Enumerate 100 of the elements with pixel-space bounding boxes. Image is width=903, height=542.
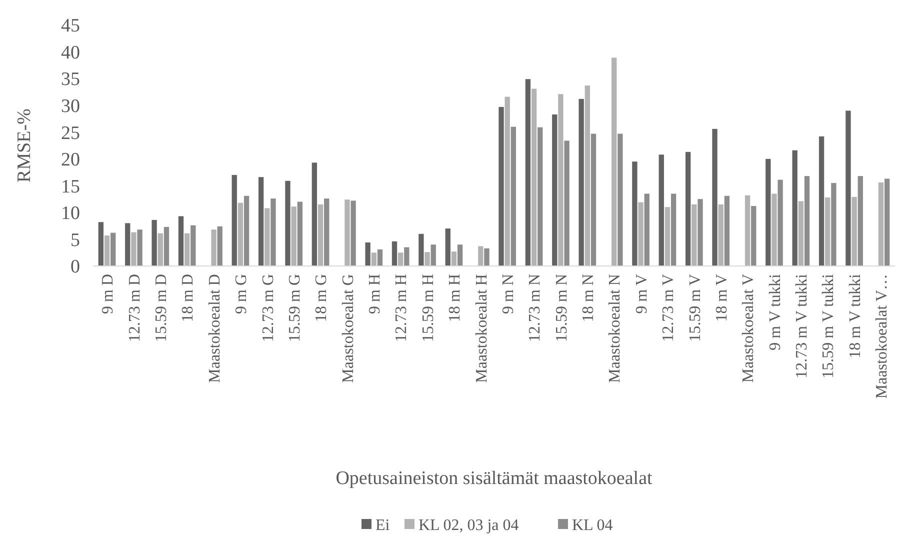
bar (852, 196, 857, 266)
bar (164, 226, 170, 266)
x-axis-title: Opetusaineiston sisältämät maastokoealat (336, 468, 654, 489)
y-tick-label: 5 (70, 230, 80, 251)
x-tick-label: 15.59 m H (420, 274, 437, 342)
bar (531, 88, 537, 266)
bar (398, 252, 404, 266)
x-tick-label: 12.73 m G (260, 274, 277, 342)
bar (457, 244, 463, 266)
bar (344, 200, 350, 266)
bar (404, 247, 410, 266)
x-tick-label: 9 m H (366, 274, 384, 314)
y-tick-label: 0 (70, 256, 80, 278)
x-tick-label: 9 m V tukki (766, 273, 784, 350)
y-tick-label: 35 (61, 69, 80, 90)
bar (392, 241, 398, 266)
bar (825, 197, 830, 266)
x-tick-label: 9 m D (100, 274, 117, 314)
x-tick-label: 9 m N (500, 274, 517, 314)
bar (158, 233, 163, 266)
bar (264, 208, 270, 266)
bar (297, 202, 303, 266)
bar (818, 136, 824, 266)
bar (612, 58, 617, 266)
bar (418, 234, 424, 266)
bar (430, 244, 436, 266)
bar (718, 204, 724, 266)
y-tick-label: 20 (61, 150, 80, 171)
x-tick-label: 15.59 m G (286, 274, 304, 342)
bar (798, 201, 804, 266)
bar (217, 226, 222, 266)
bar (377, 249, 383, 266)
x-tick-label: 12.73 m V (660, 274, 678, 342)
bar (692, 204, 697, 266)
bar (291, 206, 296, 266)
bar (584, 86, 590, 266)
x-tick-label: 12.73 m H (393, 274, 410, 342)
bar (184, 233, 190, 266)
x-tick-label: Maastokoealat V… (874, 274, 891, 399)
bar (744, 195, 750, 266)
bar (638, 202, 644, 266)
x-tick-label: 18 m N (580, 274, 598, 322)
bar (445, 228, 450, 266)
legend-label: KL 04 (572, 517, 613, 534)
bar (478, 246, 484, 266)
bar (350, 200, 356, 266)
bar (484, 248, 490, 266)
bar (644, 194, 650, 266)
bar (525, 79, 531, 266)
bar (804, 176, 810, 266)
bar (110, 232, 116, 266)
x-tick-label: 18 m H (446, 274, 464, 322)
bar (498, 106, 504, 266)
bar (137, 230, 142, 266)
bar (724, 196, 730, 266)
bar (244, 196, 250, 266)
bar (552, 114, 558, 266)
bar (664, 207, 670, 266)
bar (152, 220, 157, 266)
bar (131, 232, 136, 266)
bar (632, 162, 638, 266)
bar (312, 162, 318, 266)
bar (211, 230, 216, 266)
y-tick-label: 15 (61, 176, 80, 198)
x-tick-label: 12.73 m N (526, 274, 544, 342)
legend-label: Ei (376, 517, 390, 534)
bar (792, 150, 798, 266)
bar (878, 182, 884, 266)
bar (324, 198, 330, 266)
bar (451, 252, 457, 266)
x-tick-label: Maastokoealat D (206, 274, 224, 383)
x-tick-label: Maastokoealat H (473, 274, 490, 383)
bar (846, 110, 851, 266)
bar (766, 158, 771, 266)
bar (424, 252, 430, 266)
y-tick-label: 25 (61, 122, 80, 144)
x-tick-label: Maastokoealat V (740, 274, 758, 383)
x-tick-label: 9 m V (633, 274, 650, 314)
x-tick-label: 12.73 m V tukki (794, 273, 811, 378)
x-tick-label: Maastokoealat G (340, 274, 357, 383)
bar (884, 178, 890, 266)
bar (504, 96, 510, 266)
bar (104, 235, 110, 266)
bar (232, 174, 237, 266)
y-axis-title: RMSE-% (14, 108, 35, 182)
bar (178, 216, 184, 266)
bar (772, 194, 777, 266)
y-tick-label: 45 (61, 16, 80, 37)
bar (285, 180, 290, 266)
bar (590, 134, 596, 266)
x-tick-label: 15.59 m D (152, 274, 170, 342)
y-tick-label: 10 (61, 203, 80, 224)
x-tick-label: 15.59 m N (553, 274, 570, 342)
bar (578, 98, 584, 266)
x-tick-label: 18 m G (313, 274, 330, 322)
bar (371, 252, 376, 266)
x-tick-label: 18 m V tukki (846, 273, 864, 358)
x-tick-label: Maastokoealat N (606, 274, 624, 383)
y-tick-label: 40 (61, 42, 80, 64)
bar (831, 182, 836, 266)
